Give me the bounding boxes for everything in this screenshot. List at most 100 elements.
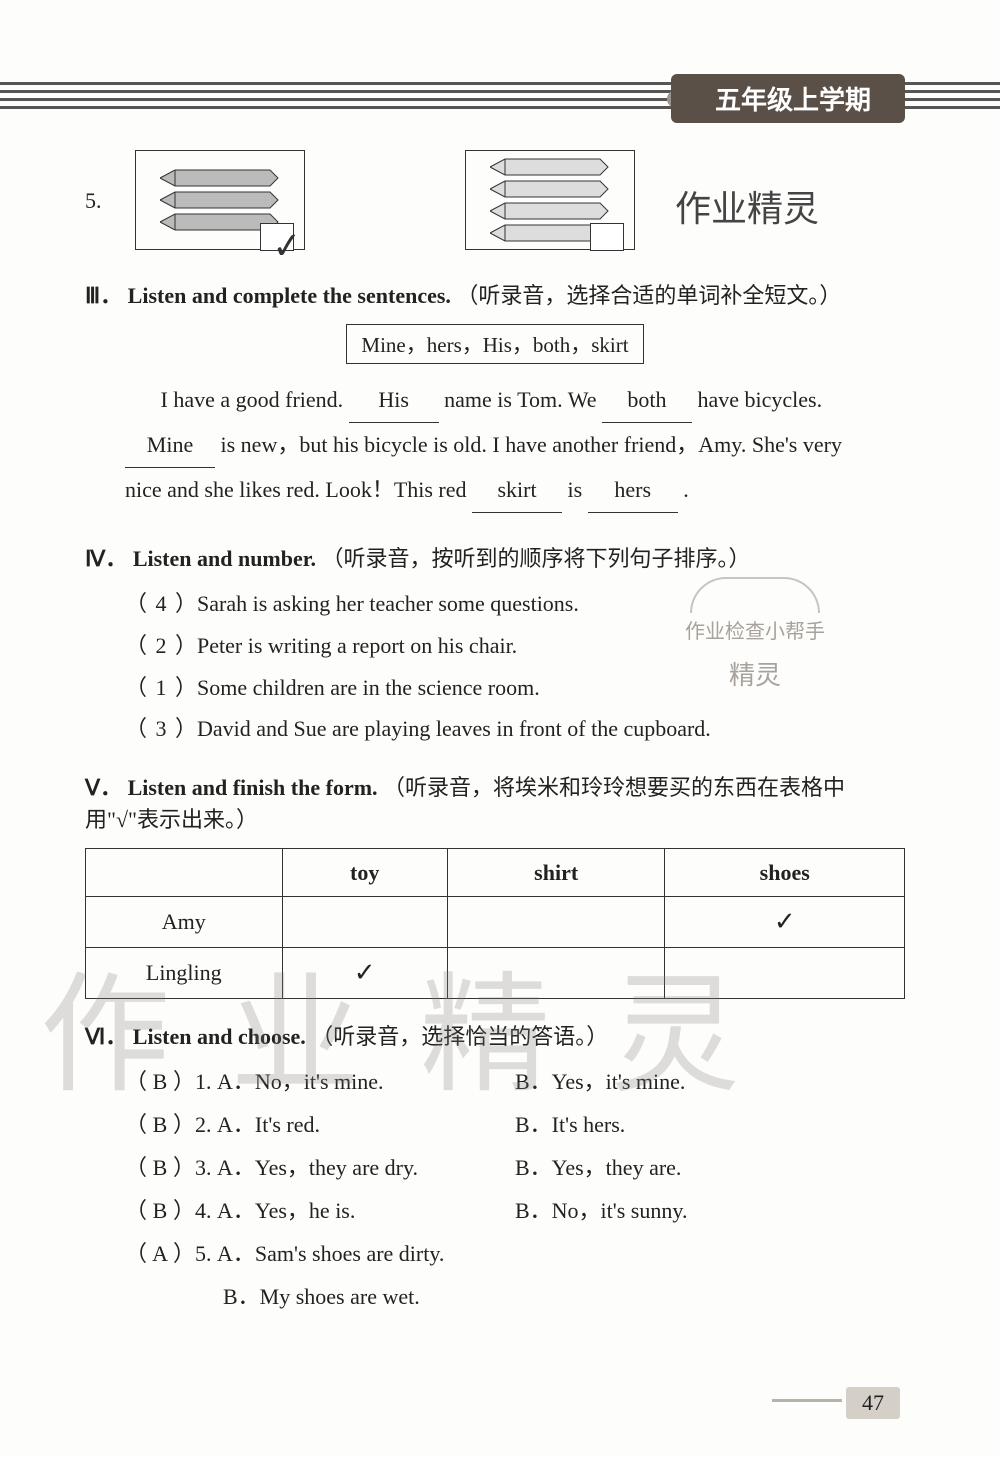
list-item: （B）3. A．Yes，they are dry. B．Yes，they are… [125, 1147, 905, 1190]
order-answer[interactable]: 4 [147, 583, 175, 625]
section-5-heading: Ⅴ． Listen and finish the form. （听录音，将埃米和… [85, 770, 905, 834]
cell[interactable] [447, 897, 665, 948]
checkmark-icon: ✓ [270, 224, 304, 268]
page-content: 5. ✓ 作业精灵 Ⅲ． Listen and complete the sen… [85, 150, 905, 1319]
passage-text: is new，but his bicycle is old. I have an… [221, 432, 842, 457]
choice-answer[interactable]: B [147, 1104, 173, 1147]
item-num: 4. [195, 1198, 212, 1223]
section-3-heading: Ⅲ． Listen and complete the sentences. （听… [85, 278, 905, 310]
choice-answer[interactable]: B [147, 1061, 173, 1104]
order-answer[interactable]: 1 [147, 667, 175, 709]
heading-cn: （听录音，选择恰当的答语。） [311, 1024, 608, 1049]
blank-3[interactable]: Mine [125, 423, 215, 468]
passage-text: have bicycles. [697, 387, 822, 412]
list-item: B．My shoes are wet. [125, 1276, 905, 1319]
roman-numeral: Ⅴ． [85, 775, 122, 800]
choose-list: （B）1. A．No，it's mine. B．Yes，it's mine. （… [85, 1061, 905, 1318]
question-number: 5. [85, 150, 115, 214]
word-bank-wrap: Mine，hers，His，both，skirt [85, 320, 905, 378]
th-shirt: shirt [447, 849, 665, 897]
option-b: B．Yes，it's mine. [515, 1061, 685, 1104]
cell[interactable]: ✓ [665, 897, 905, 948]
list-item: （B）4. A．Yes，he is. B．No，it's sunny. [125, 1190, 905, 1233]
stamp-line2: 精灵 [685, 651, 825, 700]
heading-en: Listen and number. [133, 546, 316, 571]
cell[interactable] [665, 948, 905, 999]
table-row: Amy ✓ [86, 897, 905, 948]
passage-text: nice and she likes red. Look！This red [125, 477, 467, 502]
answer-table: toy shirt shoes Amy ✓ Lingling ✓ [85, 848, 905, 999]
section-6-heading: Ⅵ． Listen and choose. （听录音，选择恰当的答语。） [85, 1019, 905, 1051]
ordering-list: 作业检查小帮手 精灵 （4）Sarah is asking her teache… [85, 583, 905, 750]
list-item: （B）2. A．It's red. B．It's hers. [125, 1104, 905, 1147]
pencil-icon [160, 168, 280, 188]
cell[interactable] [447, 948, 665, 999]
item-num: 3. [195, 1155, 212, 1180]
item-num: 2. [195, 1112, 212, 1137]
roman-numeral: Ⅲ． [85, 283, 122, 308]
item-num: 1. [195, 1069, 212, 1094]
option-b: B．It's hers. [515, 1104, 625, 1147]
blank-1[interactable]: His [349, 378, 439, 423]
item-text: David and Sue are playing leaves in fron… [197, 716, 711, 741]
question-5-row: 5. ✓ 作业精灵 [85, 150, 905, 250]
blank-2[interactable]: both [602, 378, 692, 423]
passage-text: name is Tom. We [444, 387, 596, 412]
row-label: Amy [86, 897, 283, 948]
option-b: B．No，it's sunny. [515, 1190, 687, 1233]
cell[interactable]: ✓ [282, 948, 447, 999]
choice-answer[interactable]: B [147, 1190, 173, 1233]
choice-answer[interactable]: A [147, 1233, 173, 1276]
item-text: Sarah is asking her teacher some questio… [197, 591, 579, 616]
passage-text: is [568, 477, 583, 502]
page-header: 五年级上学期 [0, 82, 1000, 132]
page-number: 47 [846, 1387, 900, 1419]
choice-answer[interactable]: B [147, 1147, 173, 1190]
grade-badge: 五年级上学期 [671, 74, 905, 123]
option-b: B．My shoes are wet. [223, 1284, 420, 1309]
pencil-icon [490, 179, 610, 199]
heading-en: Listen and finish the form. [128, 775, 378, 800]
list-item: （B）1. A．No，it's mine. B．Yes，it's mine. [125, 1061, 905, 1104]
heading-cn: （听录音，选择合适的单词补全短文。） [456, 283, 841, 308]
th-blank [86, 849, 283, 897]
table-row: toy shirt shoes [86, 849, 905, 897]
list-item: （3）David and Sue are playing leaves in f… [125, 708, 905, 750]
option-a: A．Yes，they are dry. [217, 1155, 418, 1180]
pencil-icon [490, 201, 610, 221]
option-a: A．Yes，he is. [217, 1198, 355, 1223]
heading-cn: （听录音，按听到的顺序将下列句子排序。） [322, 546, 751, 571]
option-a: A．No，it's mine. [217, 1069, 384, 1094]
stamp-line1: 作业检查小帮手 [685, 613, 825, 651]
passage-text: . [683, 477, 689, 502]
blank-5[interactable]: hers [588, 468, 678, 513]
word-bank: Mine，hers，His，both，skirt [346, 324, 643, 364]
item-num: 5. [195, 1241, 212, 1266]
stamp-watermark: 作业检查小帮手 精灵 [685, 577, 825, 667]
option-a: A．Sam's shoes are dirty. [217, 1241, 444, 1266]
table-row: Lingling ✓ [86, 948, 905, 999]
order-answer[interactable]: 3 [147, 708, 175, 750]
cell[interactable] [282, 897, 447, 948]
th-shoes: shoes [665, 849, 905, 897]
option-b: B．Yes，they are. [515, 1147, 681, 1190]
pencil-icon [160, 190, 280, 210]
th-toy: toy [282, 849, 447, 897]
pencil-image-left: ✓ [135, 150, 305, 250]
pencil-icon [490, 157, 610, 177]
answer-slot [590, 223, 624, 251]
passage: I have a good friend. His name is Tom. W… [85, 378, 905, 521]
pencil-image-right [465, 150, 635, 250]
row-label: Lingling [86, 948, 283, 999]
heading-en: Listen and choose. [133, 1024, 306, 1049]
list-item: （A）5. A．Sam's shoes are dirty. [125, 1233, 905, 1276]
item-text: Some children are in the science room. [197, 675, 540, 700]
order-answer[interactable]: 2 [147, 625, 175, 667]
item-text: Peter is writing a report on his chair. [197, 633, 517, 658]
option-a: A．It's red. [217, 1112, 320, 1137]
passage-text: I have a good friend. [161, 387, 344, 412]
heading-en: Listen and complete the sentences. [128, 283, 451, 308]
blank-4[interactable]: skirt [472, 468, 562, 513]
watermark-text: 作业精灵 [675, 150, 819, 232]
section-4-heading: Ⅳ． Listen and number. （听录音，按听到的顺序将下列句子排序… [85, 541, 905, 573]
